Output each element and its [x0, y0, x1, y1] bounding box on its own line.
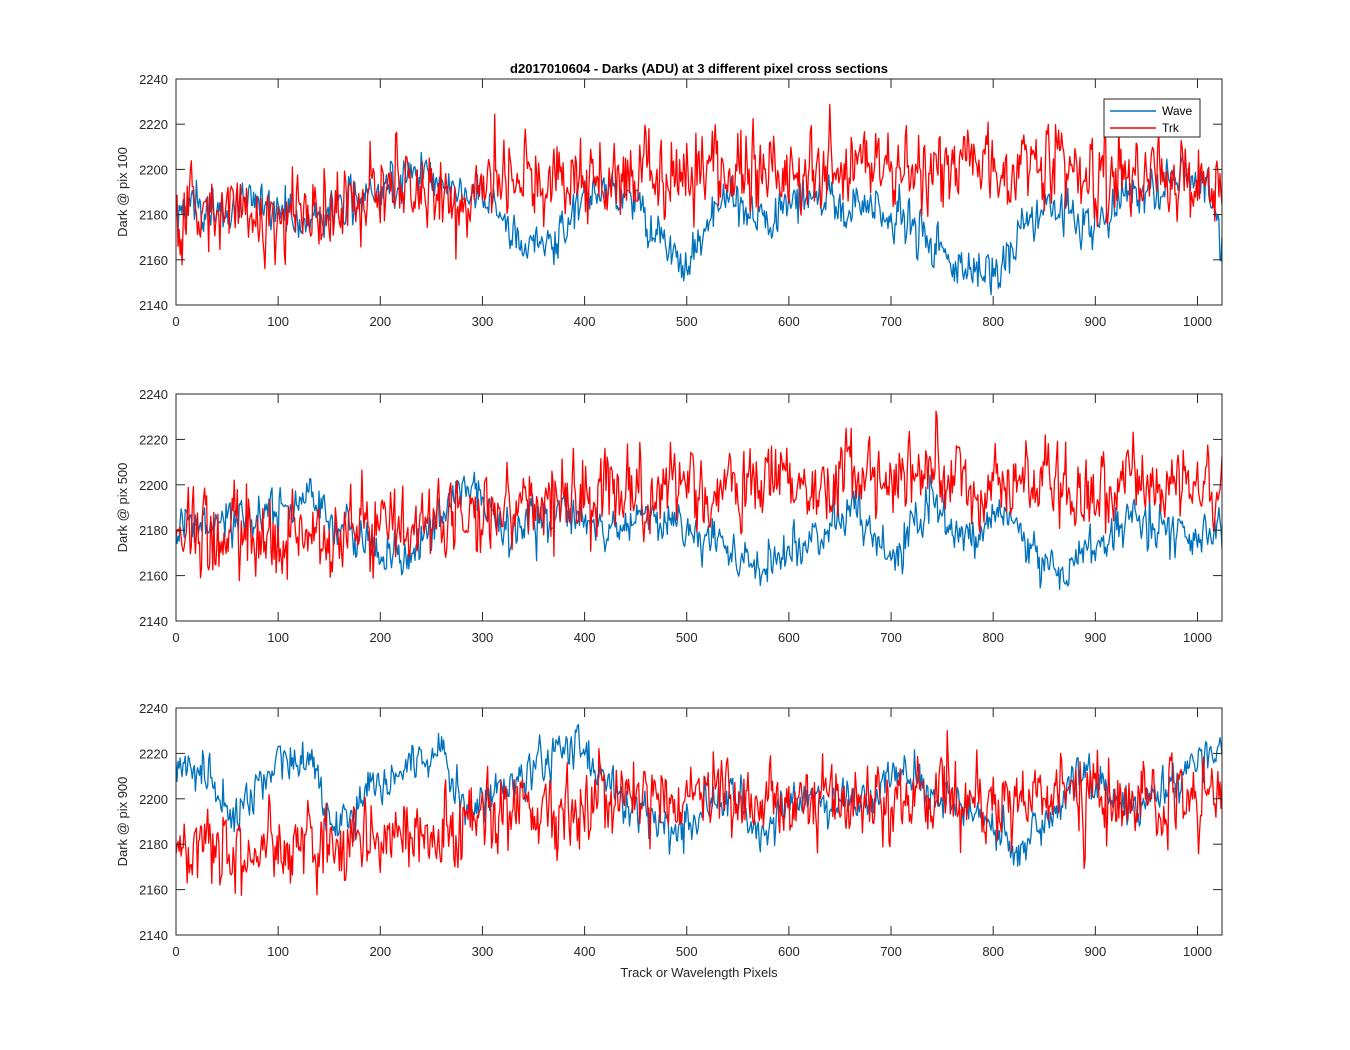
y-tick-label: 2160	[139, 569, 168, 584]
series-line-trk	[176, 103, 1222, 270]
axes-box	[175, 393, 1223, 622]
axes-box	[175, 78, 1223, 306]
series-group	[176, 723, 1222, 896]
x-tick-label: 900	[1084, 314, 1106, 329]
series-line-wave	[176, 471, 1222, 591]
series-line-wave	[176, 151, 1222, 296]
x-tick-label: 600	[778, 944, 800, 959]
x-tick-label: 300	[472, 630, 494, 645]
plot-area	[176, 79, 1222, 305]
x-tick-label: 200	[369, 314, 391, 329]
x-tick-label: 700	[880, 944, 902, 959]
x-tick-label: 800	[982, 314, 1004, 329]
x-tick-label: 0	[172, 630, 179, 645]
legend-box	[1103, 98, 1201, 138]
panel-2: 0 100 200 300 400 500 600 700 800 900 1000 2140 2160…	[115, 387, 1223, 645]
x-tick-label: 100	[267, 630, 289, 645]
x-tick-label: 500	[676, 314, 698, 329]
x-tick-label: 1000	[1183, 314, 1212, 329]
x-tick-label: 500	[676, 630, 698, 645]
x-tick-label: 600	[778, 630, 800, 645]
x-tick-label: 1000	[1183, 944, 1212, 959]
x-tick-label: 200	[369, 630, 391, 645]
y-tick-label: 2160	[139, 253, 168, 268]
x-tick-label: 700	[880, 630, 902, 645]
x-tick-label: 900	[1084, 630, 1106, 645]
series-group	[176, 410, 1222, 591]
x-tick-label: 900	[1084, 944, 1106, 959]
y-axis-title: Dark @ pix 100	[115, 147, 130, 237]
y-tick-label: 2240	[139, 701, 168, 716]
x-tick-label: 200	[369, 944, 391, 959]
y-tick-label: 2180	[139, 523, 168, 538]
y-tick-label: 2180	[139, 837, 168, 852]
y-tick-label: 2140	[139, 298, 168, 313]
y-tick-label: 2220	[139, 746, 168, 761]
x-tick-label: 300	[472, 314, 494, 329]
x-tick-label: 300	[472, 944, 494, 959]
x-tick-label: 400	[574, 630, 596, 645]
y-tick-label: 2140	[139, 614, 168, 629]
x-tick-label: 100	[267, 944, 289, 959]
y-tick-label: 2220	[139, 117, 168, 132]
x-tick-label: 800	[982, 944, 1004, 959]
y-axis-title: Dark @ pix 500	[115, 463, 130, 553]
panel-1: 0 100 200 300 400 500 600 700 800 900 1000 2140 2160…	[115, 72, 1223, 329]
series-line-trk	[176, 410, 1222, 582]
y-tick-label: 2220	[139, 432, 168, 447]
x-tick-label: 500	[676, 944, 698, 959]
x-tick-label: 600	[778, 314, 800, 329]
legend: Wave Trk	[1103, 98, 1201, 138]
x-axis-title: Track or Wavelength Pixels	[620, 965, 778, 980]
x-tick-label: 400	[574, 314, 596, 329]
figure-title: d2017010604 - Darks (ADU) at 3 different…	[510, 61, 888, 76]
panel-3: 0 100 200 300 400 500 600 700 800 900 1000 2140 2160…	[115, 701, 1223, 959]
y-tick-label: 2140	[139, 928, 168, 943]
series-line-trk	[176, 729, 1222, 896]
x-tick-label: 1000	[1183, 630, 1212, 645]
y-axis-title: Dark @ pix 900	[115, 777, 130, 867]
y-tick-label: 2200	[139, 792, 168, 807]
x-tick-label: 0	[172, 314, 179, 329]
y-tick-label: 2240	[139, 387, 168, 402]
axes-box	[175, 707, 1223, 936]
legend-label-wave: Wave	[1162, 104, 1193, 118]
x-tick-label: 100	[267, 314, 289, 329]
y-tick-label: 2200	[139, 162, 168, 177]
x-tick-label: 0	[172, 944, 179, 959]
x-tick-label: 400	[574, 944, 596, 959]
x-tick-label: 800	[982, 630, 1004, 645]
legend-label-trk: Trk	[1162, 121, 1180, 135]
series-group	[176, 103, 1222, 296]
plot-area	[176, 394, 1222, 621]
panels: 0 100 200 300 400 500 600 700 800 900 100021402160…	[115, 72, 1223, 959]
y-tick-label: 2180	[139, 208, 168, 223]
y-tick-label: 2240	[139, 72, 168, 87]
x-tick-label: 700	[880, 314, 902, 329]
y-tick-label: 2160	[139, 883, 168, 898]
y-tick-label: 2200	[139, 478, 168, 493]
